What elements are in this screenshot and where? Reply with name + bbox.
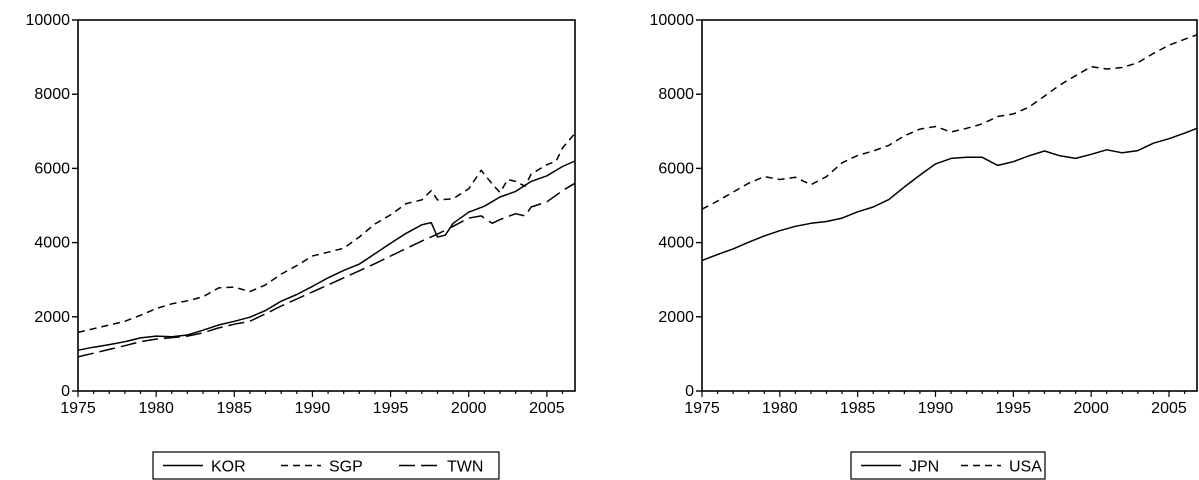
chart-left: 0 2000 4000 6000 8000 10000 1975 1980 1985 1990 19… bbox=[26, 12, 576, 480]
legend-label-kor: KOR bbox=[211, 459, 246, 476]
x-tick-label: 1990 bbox=[295, 400, 331, 417]
legend: KOR SGP TWN bbox=[152, 451, 500, 480]
legend-box bbox=[152, 451, 500, 480]
y-tick-label: 2000 bbox=[34, 309, 70, 326]
x-tick-label: 1995 bbox=[996, 400, 1032, 417]
y-tick-label: 4000 bbox=[34, 235, 70, 252]
series-line-twn bbox=[77, 182, 576, 358]
y-tick-label: 8000 bbox=[34, 86, 70, 103]
legend-label-usa: USA bbox=[1009, 459, 1042, 476]
series-line-usa bbox=[701, 34, 1198, 210]
y-tick-label: 10000 bbox=[26, 12, 71, 29]
x-tick-label: 1985 bbox=[216, 400, 252, 417]
x-tick-label: 1995 bbox=[373, 400, 409, 417]
y-tick-label: 4000 bbox=[658, 235, 694, 252]
x-tick-label: 1980 bbox=[138, 400, 174, 417]
plot-frame bbox=[701, 19, 1198, 392]
x-tick-label: 1980 bbox=[762, 400, 798, 417]
series-line-jpn bbox=[701, 127, 1198, 262]
y-tick-label: 6000 bbox=[34, 160, 70, 177]
x-tick-label: 2000 bbox=[1073, 400, 1109, 417]
y-tick-label: 10000 bbox=[650, 12, 695, 29]
y-tick-label: 8000 bbox=[658, 86, 694, 103]
plot-frame bbox=[77, 19, 576, 392]
x-tick-label: 1975 bbox=[684, 400, 720, 417]
legend: JPN USA bbox=[850, 451, 1046, 480]
legend-label-jpn: JPN bbox=[909, 459, 939, 476]
series-line-sgp bbox=[77, 132, 576, 334]
x-tick-label: 1985 bbox=[840, 400, 876, 417]
chart-right: 0 2000 4000 6000 8000 10000 1975 1980 1985 1990 19… bbox=[650, 12, 1198, 480]
y-tick-label: 0 bbox=[685, 383, 694, 400]
x-tick-label: 2000 bbox=[451, 400, 487, 417]
y-tick-label: 2000 bbox=[658, 309, 694, 326]
legend-label-twn: TWN bbox=[447, 459, 483, 476]
x-tick-label: 2005 bbox=[529, 400, 565, 417]
legend-label-sgp: SGP bbox=[329, 459, 363, 476]
x-tick-label: 2005 bbox=[1151, 400, 1187, 417]
y-tick-label: 0 bbox=[61, 383, 70, 400]
x-tick-label: 1975 bbox=[60, 400, 96, 417]
x-tick-label: 1990 bbox=[918, 400, 954, 417]
y-tick-label: 6000 bbox=[658, 160, 694, 177]
series-line-kor bbox=[77, 160, 576, 351]
